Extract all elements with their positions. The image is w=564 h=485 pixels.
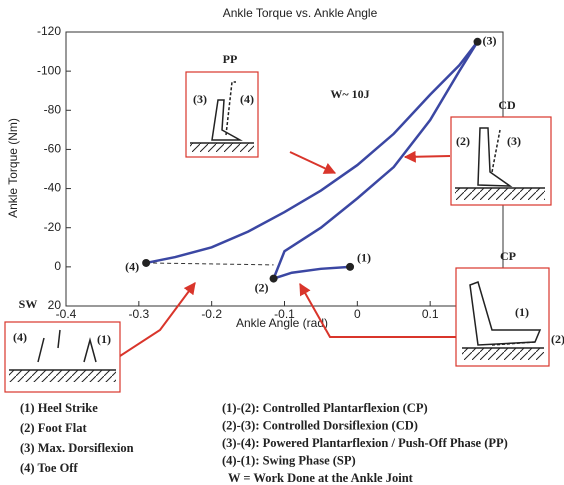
x-tick-label: -0.2 <box>201 307 222 321</box>
note-left: (4) Toe Off <box>20 461 78 475</box>
y-tick-label: -100 <box>37 63 61 77</box>
note-right: W = Work Done at the Ankle Joint <box>228 471 414 485</box>
phase-point <box>473 37 482 46</box>
inset-title: CD <box>498 98 516 112</box>
work-annotation: W~ 10J <box>330 87 369 101</box>
y-tick-label: -60 <box>44 142 62 156</box>
phase-label: (2) <box>255 280 269 294</box>
x-tick-label: 0 <box>354 307 361 321</box>
x-tick-label: -0.4 <box>56 307 77 321</box>
x-tick-label: 0.1 <box>422 307 439 321</box>
note-left: (2) Foot Flat <box>20 421 87 435</box>
note-right: (2)-(3): Controlled Dorsiflexion (CD) <box>222 418 418 432</box>
y-tick-label: 20 <box>48 298 62 312</box>
inset-title: CP <box>500 249 516 263</box>
inset-label: (2) <box>456 134 470 148</box>
note-right: (3)-(4): Powered Plantarflexion / Push-O… <box>222 436 508 450</box>
inset-sketches <box>9 81 545 382</box>
inset-label: (1) <box>515 305 529 319</box>
inset-label: (2) <box>551 332 564 346</box>
phase-label: (3) <box>483 34 497 48</box>
y-tick-label: -40 <box>44 181 62 195</box>
inset-title: PP <box>223 52 238 66</box>
inset-label: (3) <box>507 134 521 148</box>
note-left: (1) Heel Strike <box>20 401 98 415</box>
data-line <box>145 41 479 265</box>
phase-point <box>269 274 278 283</box>
inset-title: SW <box>19 297 38 311</box>
inset-label: (4) <box>13 330 27 344</box>
x-axis-label: Ankle Angle (rad) <box>236 316 328 330</box>
y-axis-label: Ankle Torque (Nm) <box>6 118 20 218</box>
y-tick-label: -120 <box>37 24 61 38</box>
phase-label: (1) <box>357 251 371 265</box>
phase-label: (4) <box>125 260 139 274</box>
data-line <box>271 41 479 281</box>
y-tick-label: -20 <box>44 220 62 234</box>
phase-point <box>346 262 355 271</box>
pointer-arrows <box>119 150 456 357</box>
note-right: (4)-(1): Swing Phase (SP) <box>222 453 356 467</box>
note-left: (3) Max. Dorsiflexion <box>20 441 134 455</box>
x-tick-label: -0.1 <box>274 307 295 321</box>
chart-title: Ankle Torque vs. Ankle Angle <box>223 6 378 20</box>
inset-boxes <box>4 71 552 393</box>
x-tick-label: -0.3 <box>128 307 149 321</box>
inset-label: (1) <box>97 332 111 346</box>
inset-label: (3) <box>193 92 207 106</box>
dashed-line <box>146 262 274 266</box>
note-right: (1)-(2): Controlled Plantarflexion (CP) <box>222 401 428 415</box>
y-tick-label: 0 <box>54 259 61 273</box>
inset-label: (4) <box>240 92 254 106</box>
y-tick-label: -80 <box>44 102 62 116</box>
phase-point <box>142 258 151 267</box>
